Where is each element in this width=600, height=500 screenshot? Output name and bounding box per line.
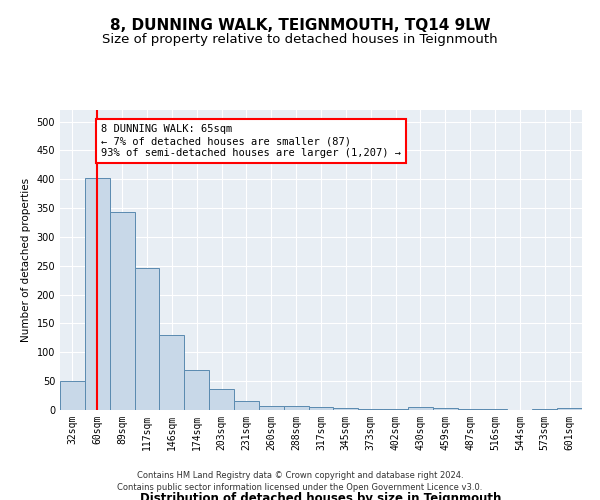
Bar	[458, 409, 482, 410]
Bar	[557, 408, 582, 410]
X-axis label: Distribution of detached houses by size in Teignmouth: Distribution of detached houses by size …	[140, 492, 502, 500]
Bar	[60, 381, 85, 410]
Bar	[184, 370, 209, 410]
Bar	[284, 406, 308, 410]
Text: Contains HM Land Registry data © Crown copyright and database right 2024.: Contains HM Land Registry data © Crown c…	[137, 472, 463, 480]
Bar	[532, 409, 557, 410]
Bar	[433, 408, 458, 410]
Bar	[134, 268, 160, 410]
Text: Contains public sector information licensed under the Open Government Licence v3: Contains public sector information licen…	[118, 483, 482, 492]
Bar	[408, 407, 433, 410]
Bar	[358, 409, 383, 410]
Bar	[209, 389, 234, 410]
Bar	[110, 212, 134, 410]
Bar	[85, 178, 110, 410]
Bar	[259, 406, 284, 410]
Y-axis label: Number of detached properties: Number of detached properties	[21, 178, 31, 342]
Bar	[160, 335, 184, 410]
Bar	[308, 407, 334, 410]
Text: 8 DUNNING WALK: 65sqm
← 7% of detached houses are smaller (87)
93% of semi-detac: 8 DUNNING WALK: 65sqm ← 7% of detached h…	[101, 124, 401, 158]
Bar	[234, 401, 259, 410]
Text: Size of property relative to detached houses in Teignmouth: Size of property relative to detached ho…	[102, 32, 498, 46]
Text: 8, DUNNING WALK, TEIGNMOUTH, TQ14 9LW: 8, DUNNING WALK, TEIGNMOUTH, TQ14 9LW	[110, 18, 490, 32]
Bar	[334, 408, 358, 410]
